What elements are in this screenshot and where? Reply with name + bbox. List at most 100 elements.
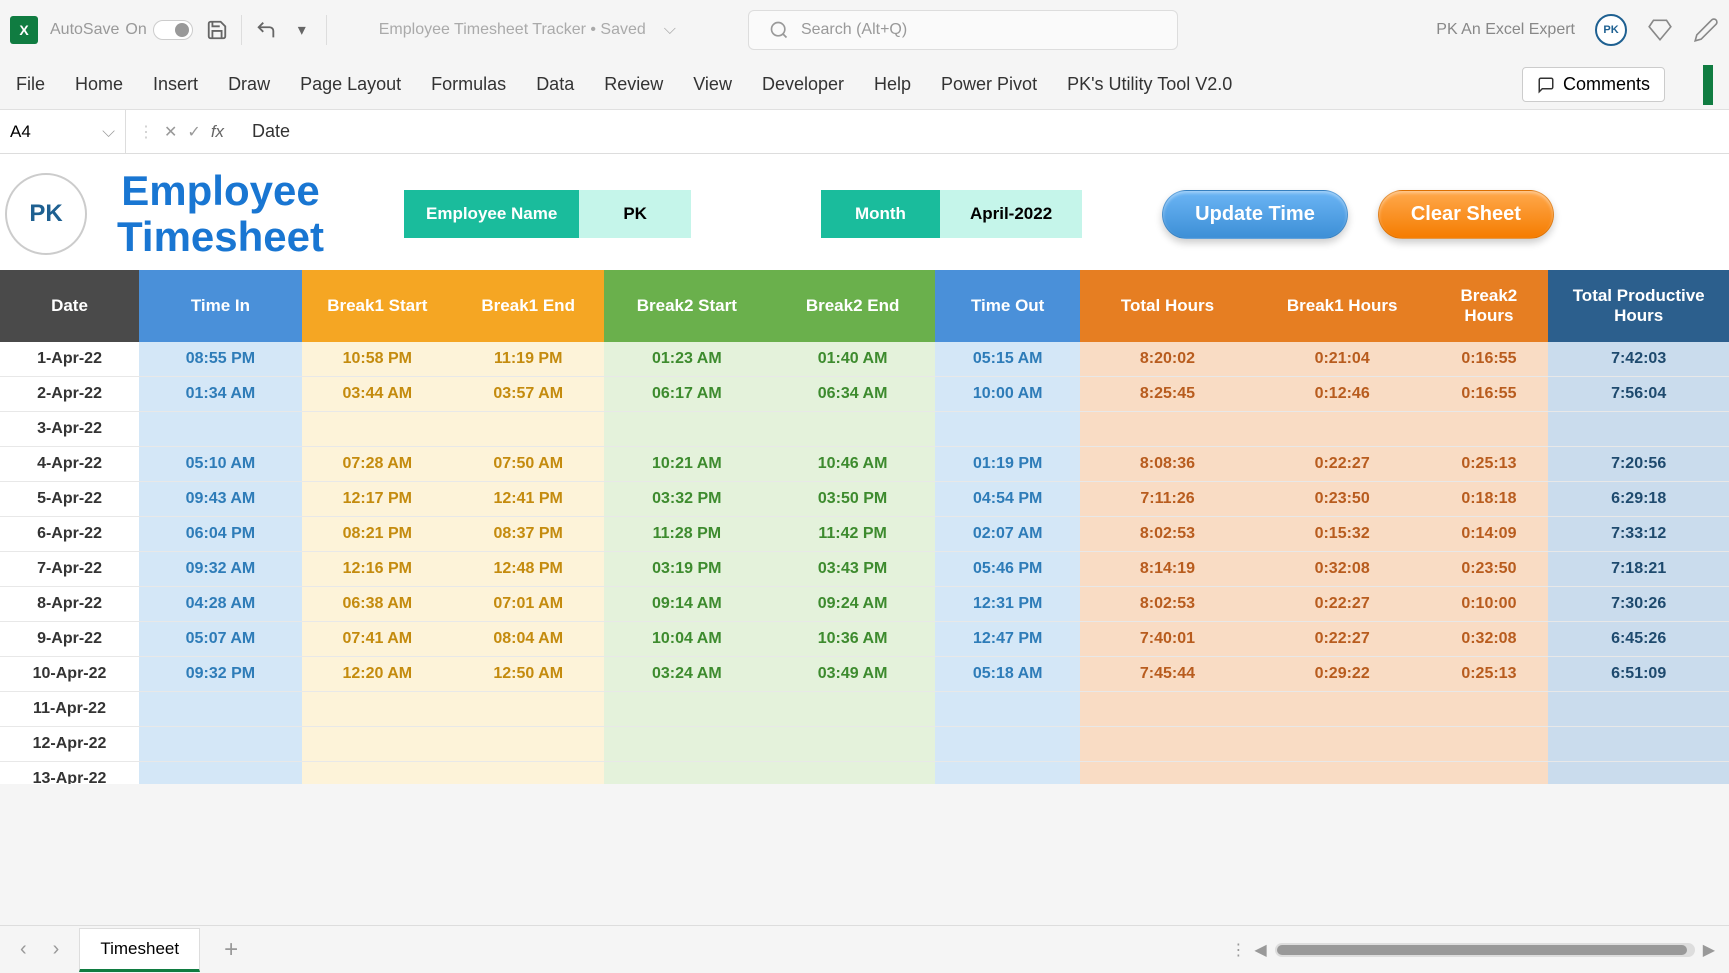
cell-b1h[interactable] xyxy=(1255,692,1430,727)
scrollbar-thumb[interactable] xyxy=(1277,945,1687,955)
cell-b1s[interactable] xyxy=(302,727,453,762)
th-break1-start[interactable]: Break1 Start xyxy=(302,270,453,342)
cell-date[interactable]: 9-Apr-22 xyxy=(0,622,139,657)
cell-timeout[interactable]: 10:00 AM xyxy=(935,377,1080,412)
cell-prod[interactable]: 7:20:56 xyxy=(1548,447,1729,482)
cell-b1e[interactable]: 12:50 AM xyxy=(453,657,604,692)
cell-b1s[interactable]: 12:20 AM xyxy=(302,657,453,692)
sheet-tab-timesheet[interactable]: Timesheet xyxy=(79,928,200,972)
cell-date[interactable]: 5-Apr-22 xyxy=(0,482,139,517)
cell-b1e[interactable]: 07:50 AM xyxy=(453,447,604,482)
cell-b2s[interactable]: 10:04 AM xyxy=(604,622,770,657)
cell-b2e[interactable]: 10:36 AM xyxy=(770,622,935,657)
cell-total[interactable]: 7:45:44 xyxy=(1080,657,1255,692)
cell-date[interactable]: 4-Apr-22 xyxy=(0,447,139,482)
cell-b1h[interactable]: 0:22:27 xyxy=(1255,447,1430,482)
cell-b1s[interactable]: 10:58 PM xyxy=(302,342,453,377)
cell-total[interactable] xyxy=(1080,762,1255,785)
cell-timein[interactable]: 05:10 AM xyxy=(139,447,302,482)
cell-b2e[interactable]: 10:46 AM xyxy=(770,447,935,482)
cell-b1h[interactable]: 0:21:04 xyxy=(1255,342,1430,377)
pen-icon[interactable] xyxy=(1693,17,1719,43)
cell-b1h[interactable] xyxy=(1255,412,1430,447)
cell-date[interactable]: 6-Apr-22 xyxy=(0,517,139,552)
cell-b2e[interactable] xyxy=(770,412,935,447)
cell-prod[interactable]: 6:51:09 xyxy=(1548,657,1729,692)
cell-timein[interactable]: 09:32 AM xyxy=(139,552,302,587)
cell-b2s[interactable]: 10:21 AM xyxy=(604,447,770,482)
cancel-formula-icon[interactable]: ✕ xyxy=(164,122,177,142)
cell-b2h[interactable] xyxy=(1429,412,1548,447)
more-icon[interactable]: ⋮ xyxy=(138,122,154,142)
cell-b1s[interactable]: 12:17 PM xyxy=(302,482,453,517)
cell-b1e[interactable]: 03:57 AM xyxy=(453,377,604,412)
cell-b1s[interactable]: 07:28 AM xyxy=(302,447,453,482)
cell-prod[interactable] xyxy=(1548,727,1729,762)
cell-total[interactable] xyxy=(1080,692,1255,727)
cell-prod[interactable]: 7:30:26 xyxy=(1548,587,1729,622)
cell-b2h[interactable] xyxy=(1429,762,1548,785)
cell-timein[interactable]: 04:28 AM xyxy=(139,587,302,622)
cell-b2h[interactable]: 0:16:55 xyxy=(1429,377,1548,412)
cell-b1h[interactable]: 0:22:27 xyxy=(1255,622,1430,657)
cell-timeout[interactable]: 05:15 AM xyxy=(935,342,1080,377)
cell-prod[interactable]: 7:42:03 xyxy=(1548,342,1729,377)
cell-b1h[interactable]: 0:15:32 xyxy=(1255,517,1430,552)
autosave-control[interactable]: AutoSave On xyxy=(50,20,193,40)
cell-b2s[interactable] xyxy=(604,412,770,447)
scroll-options-icon[interactable]: ⋮ xyxy=(1230,940,1246,960)
cell-b2h[interactable]: 0:25:13 xyxy=(1429,657,1548,692)
cell-date[interactable]: 7-Apr-22 xyxy=(0,552,139,587)
cell-timeout[interactable]: 12:31 PM xyxy=(935,587,1080,622)
cell-b1h[interactable]: 0:29:22 xyxy=(1255,657,1430,692)
cell-b2h[interactable]: 0:23:50 xyxy=(1429,552,1548,587)
cell-date[interactable]: 12-Apr-22 xyxy=(0,727,139,762)
cell-timeout[interactable] xyxy=(935,762,1080,785)
ribbon-tab-help[interactable]: Help xyxy=(874,74,911,95)
cell-b2s[interactable]: 09:14 AM xyxy=(604,587,770,622)
save-icon[interactable] xyxy=(205,18,229,42)
undo-icon[interactable] xyxy=(254,18,278,42)
cell-b2e[interactable] xyxy=(770,692,935,727)
cell-b2e[interactable]: 11:42 PM xyxy=(770,517,935,552)
th-break2-hours[interactable]: Break2 Hours xyxy=(1429,270,1548,342)
next-sheet-icon[interactable]: › xyxy=(47,938,66,961)
cell-b1e[interactable]: 11:19 PM xyxy=(453,342,604,377)
cell-b1h[interactable]: 0:23:50 xyxy=(1255,482,1430,517)
add-sheet-button[interactable]: + xyxy=(224,936,238,964)
cell-b2e[interactable]: 01:40 AM xyxy=(770,342,935,377)
th-break1-end[interactable]: Break1 End xyxy=(453,270,604,342)
employee-name-value[interactable]: PK xyxy=(579,190,691,238)
cell-timein[interactable]: 01:34 AM xyxy=(139,377,302,412)
ribbon-tab-formulas[interactable]: Formulas xyxy=(431,74,506,95)
cell-date[interactable]: 1-Apr-22 xyxy=(0,342,139,377)
cell-date[interactable]: 11-Apr-22 xyxy=(0,692,139,727)
th-break2-start[interactable]: Break2 Start xyxy=(604,270,770,342)
cell-b1s[interactable] xyxy=(302,762,453,785)
cell-b1h[interactable]: 0:12:46 xyxy=(1255,377,1430,412)
cell-b1e[interactable]: 08:04 AM xyxy=(453,622,604,657)
cell-b2s[interactable]: 03:24 AM xyxy=(604,657,770,692)
th-timein[interactable]: Time In xyxy=(139,270,302,342)
cell-b1e[interactable]: 07:01 AM xyxy=(453,587,604,622)
cell-total[interactable]: 8:20:02 xyxy=(1080,342,1255,377)
search-input[interactable]: Search (Alt+Q) xyxy=(748,10,1178,50)
cell-b2e[interactable]: 03:50 PM xyxy=(770,482,935,517)
cell-prod[interactable]: 6:45:26 xyxy=(1548,622,1729,657)
ribbon-tab-insert[interactable]: Insert xyxy=(153,74,198,95)
cell-total[interactable]: 8:02:53 xyxy=(1080,517,1255,552)
update-time-button[interactable]: Update Time xyxy=(1162,190,1348,239)
cell-timein[interactable]: 06:04 PM xyxy=(139,517,302,552)
ribbon-tab-power-pivot[interactable]: Power Pivot xyxy=(941,74,1037,95)
cell-b2s[interactable] xyxy=(604,762,770,785)
cell-b1s[interactable]: 07:41 AM xyxy=(302,622,453,657)
cell-b2h[interactable]: 0:10:00 xyxy=(1429,587,1548,622)
cell-prod[interactable]: 7:18:21 xyxy=(1548,552,1729,587)
cell-prod[interactable]: 6:29:18 xyxy=(1548,482,1729,517)
cell-prod[interactable] xyxy=(1548,762,1729,785)
cell-timein[interactable] xyxy=(139,762,302,785)
cell-timeout[interactable] xyxy=(935,692,1080,727)
th-total-hours[interactable]: Total Hours xyxy=(1080,270,1255,342)
ribbon-tab-home[interactable]: Home xyxy=(75,74,123,95)
cell-b1e[interactable] xyxy=(453,762,604,785)
